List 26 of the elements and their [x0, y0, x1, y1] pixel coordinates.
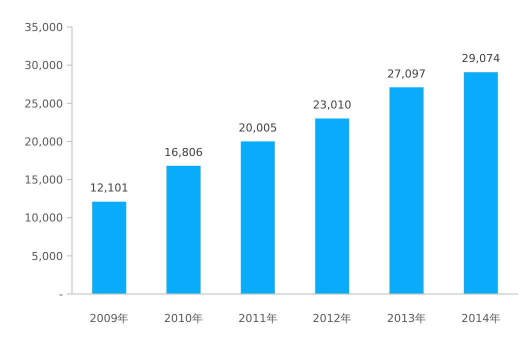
bar [464, 72, 498, 294]
y-tick-label: 35,000 [24, 21, 63, 34]
y-tick-label: 30,000 [24, 59, 63, 72]
x-tick-label: 2013年 [387, 312, 426, 325]
x-tick-label: 2011年 [238, 312, 278, 325]
bar [166, 166, 200, 294]
y-tick-label: 20,000 [24, 135, 63, 148]
bar [92, 202, 126, 294]
x-tick-label: 2009年 [90, 312, 129, 325]
x-tick-label: 2012年 [312, 312, 352, 325]
data-label: 29,074 [462, 52, 500, 66]
x-tick-label: 2010年 [164, 312, 203, 325]
y-tick-label: 25,000 [24, 97, 63, 110]
data-label: 23,010 [312, 98, 352, 112]
data-label: 16,806 [164, 146, 203, 159]
y-tick-label: 15,000 [24, 174, 63, 187]
y-tick-label: 10,000 [24, 212, 63, 225]
y-tick-label: 5,000 [32, 250, 63, 263]
bar [240, 141, 275, 294]
x-tick-label: 2014年 [461, 312, 500, 325]
data-label: 12,101 [90, 182, 128, 195]
data-label: 20,005 [238, 121, 278, 134]
y-tick-label: - [59, 288, 64, 301]
data-label: 27,097 [387, 67, 426, 80]
bar [390, 87, 424, 294]
bar [315, 118, 350, 294]
